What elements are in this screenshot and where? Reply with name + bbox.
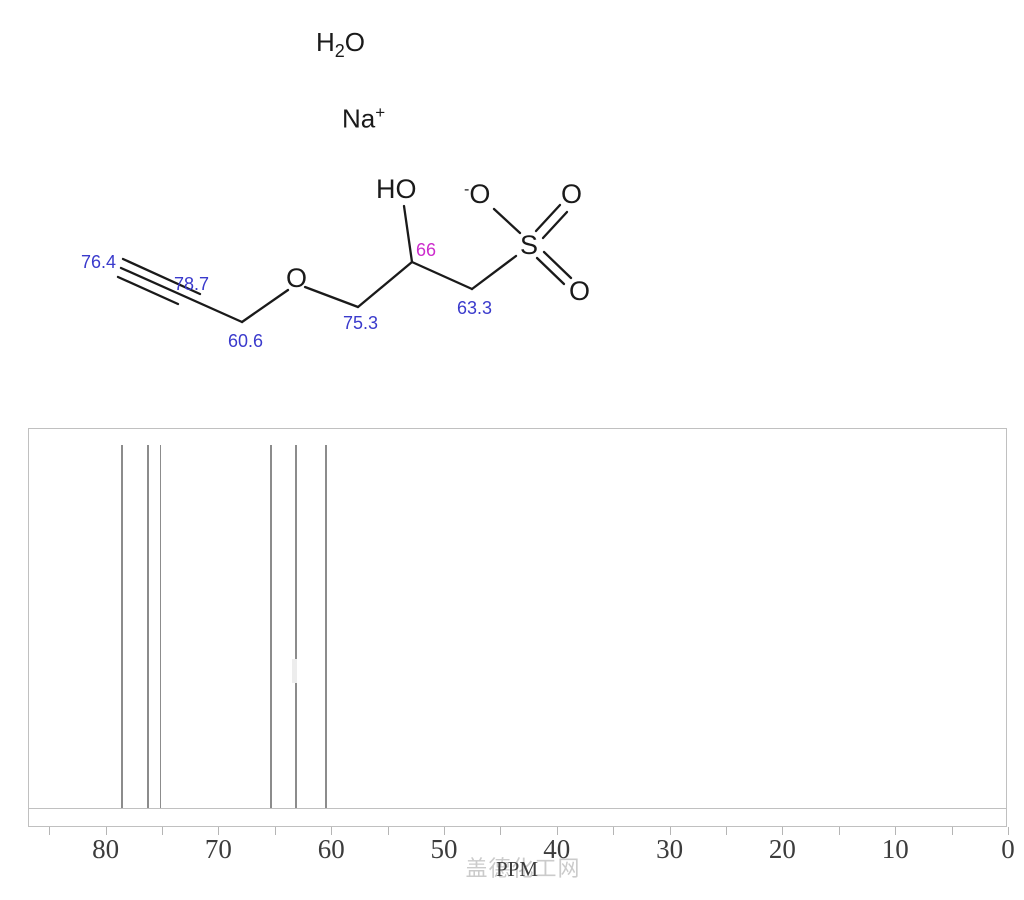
bond-ch2-ch — [356, 260, 414, 309]
shift-label-75-3: 75.3 — [343, 313, 379, 333]
axis-tick-label: 0 — [1001, 834, 1015, 864]
hydroxyl-label: HO — [376, 174, 417, 204]
x-axis-title: PPM — [495, 857, 539, 881]
axis-tick — [613, 827, 615, 835]
nmr-plot — [28, 428, 1007, 827]
axis-tick — [669, 827, 671, 835]
sulfur-label: S — [520, 230, 539, 260]
shift-label-78-7: 78.7 — [174, 274, 210, 294]
axis-tick-label: 30 — [656, 834, 684, 864]
bond-ch2-o — [240, 288, 290, 324]
water-formula: H2O — [316, 29, 365, 60]
bond-ch-oh — [402, 204, 414, 264]
axis-tick — [556, 827, 558, 835]
water-o: O — [344, 27, 366, 57]
sodium-charge: + — [375, 103, 386, 122]
bond-alkyne-top — [121, 257, 202, 296]
sodium-symbol: Na — [342, 103, 376, 134]
axis-tick — [105, 827, 107, 835]
shift-label-76-4: 76.4 — [81, 252, 117, 272]
bond-ch-ch2 — [410, 260, 474, 291]
x-axis: 80 70 60 50 40 30 20 10 0 — [28, 827, 1015, 872]
axis-tick — [838, 827, 840, 835]
nmr-peak — [147, 445, 149, 808]
bond-s-obottom-2 — [542, 250, 573, 280]
bond-lines — [116, 203, 573, 324]
axis-tick — [331, 827, 333, 835]
o-minus-atom: O — [469, 179, 491, 209]
axis-tick — [500, 827, 502, 835]
nmr-peak — [270, 445, 272, 808]
nmr-peak — [295, 445, 297, 808]
sulfonate-o-bottom-label: O — [569, 276, 591, 306]
bond-alkyne-center — [119, 266, 244, 324]
axis-tick — [1008, 827, 1009, 835]
o-minus-charge: - — [464, 181, 470, 198]
axis-tick — [274, 827, 276, 835]
ether-oxygen-label: O — [286, 263, 308, 293]
bond-ch2-s — [470, 254, 518, 291]
axis-tick-label: 50 — [430, 834, 458, 864]
sodium-ion: Na+ — [342, 104, 385, 132]
shift-label-60-6: 60.6 — [228, 331, 264, 351]
nmr-peak — [325, 445, 327, 808]
axis-tick-label: 80 — [92, 834, 120, 864]
bond-s-otop-2 — [541, 210, 569, 240]
axis-tick — [49, 827, 51, 835]
watermark-artifact — [292, 659, 297, 683]
bond-alkyne-bottom — [116, 275, 180, 306]
sulfonate-o-minus-label: -O — [464, 181, 490, 208]
shift-label-66-highlighted: 66 — [416, 240, 437, 260]
nmr-peak — [121, 445, 123, 808]
axis-tick-label: 40 — [543, 834, 571, 864]
axis-tick — [387, 827, 389, 835]
shift-label-63-3: 63.3 — [457, 298, 493, 318]
axis-tick-label: 20 — [768, 834, 796, 864]
water-h: H — [316, 27, 335, 57]
water-subscript: 2 — [334, 41, 345, 62]
nmr-peak — [159, 445, 162, 808]
bond-s-obottom-1 — [535, 256, 566, 286]
bond-s-ominus — [492, 207, 522, 235]
molecule-bonds-canvas — [116, 203, 573, 324]
axis-tick — [218, 827, 220, 835]
axis-tick — [782, 827, 784, 835]
axis-tick-label: 70 — [204, 834, 232, 864]
sulfonate-o-top-label: O — [561, 179, 583, 209]
bond-s-otop-1 — [534, 203, 562, 233]
axis-tick — [726, 827, 727, 835]
axis-tick — [951, 827, 953, 835]
axis-tick — [162, 827, 163, 835]
bond-o-ch2 — [303, 285, 360, 309]
spectrum-baseline — [29, 808, 1006, 809]
axis-tick-label: 60 — [317, 834, 345, 864]
axis-tick — [895, 827, 897, 835]
watermark-text: 盖德化工网 — [465, 856, 581, 881]
axis-tick — [444, 827, 445, 835]
axis-tick-label: 10 — [881, 834, 909, 864]
